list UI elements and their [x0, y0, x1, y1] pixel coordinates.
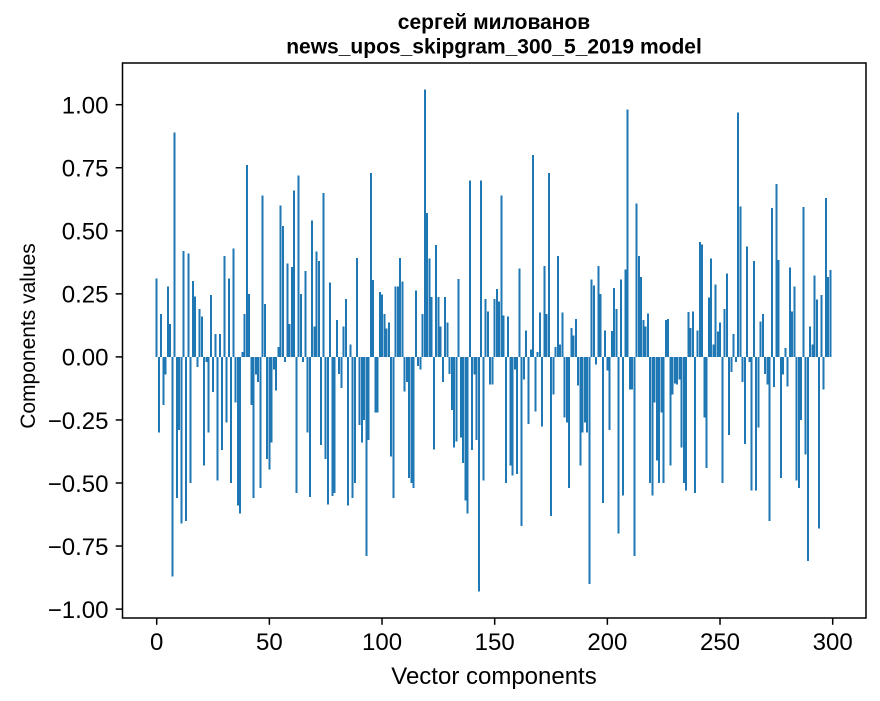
svg-text:сергей милованов: сергей милованов: [398, 11, 591, 34]
svg-text:200: 200: [587, 629, 627, 656]
svg-text:Vector components: Vector components: [391, 663, 596, 690]
svg-text:0.50: 0.50: [62, 219, 109, 246]
svg-text:news_upos_skipgram_300_5_2019: news_upos_skipgram_300_5_2019 model: [286, 36, 702, 59]
svg-text:250: 250: [700, 629, 740, 656]
svg-text:−0.25: −0.25: [48, 408, 109, 435]
svg-text:1.00: 1.00: [62, 93, 109, 120]
svg-text:0.00: 0.00: [62, 345, 109, 372]
svg-text:100: 100: [362, 629, 402, 656]
svg-text:50: 50: [256, 629, 283, 656]
svg-text:−1.00: −1.00: [48, 597, 109, 624]
svg-text:−0.75: −0.75: [48, 534, 109, 561]
svg-text:Components values: Components values: [17, 243, 40, 429]
svg-text:150: 150: [475, 629, 515, 656]
svg-text:0.75: 0.75: [62, 156, 109, 183]
svg-text:−0.50: −0.50: [48, 471, 109, 498]
svg-text:0.25: 0.25: [62, 282, 109, 309]
svg-text:300: 300: [813, 629, 853, 656]
svg-text:0: 0: [150, 629, 163, 656]
